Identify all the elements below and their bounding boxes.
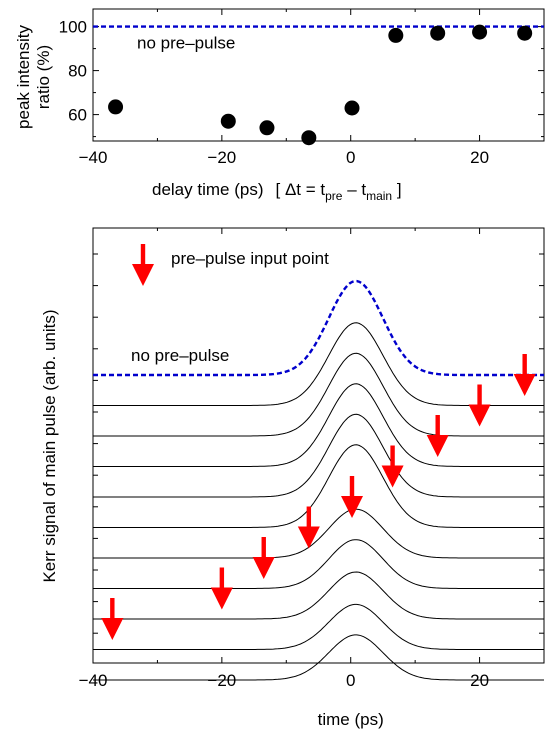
- kerr-trace: [93, 571, 544, 620]
- top-data-point: [388, 27, 404, 43]
- kerr-trace: [93, 352, 544, 437]
- top-y-axis-label-line1: peak intensity: [14, 25, 33, 129]
- bottom-traces: [93, 322, 544, 681]
- top-data-point: [430, 25, 446, 41]
- kerr-trace: [93, 634, 544, 681]
- equation-delta-t: Δt = t: [285, 180, 325, 199]
- top-data-points: [108, 24, 533, 146]
- top-plot-frame: [92, 8, 545, 142]
- bottom-plot-frame: [92, 227, 545, 664]
- kerr-trace: [93, 508, 544, 559]
- top-reference-label: no pre–pulse: [137, 34, 235, 53]
- top-y-tick-label: 60: [68, 106, 87, 125]
- top-ticks: −40 −20 0 20 60 80 100: [59, 9, 545, 167]
- legend-arrow-icon: [132, 244, 154, 286]
- top-x-axis-label: delay time (ps) [ Δt = tpre – tmain ]: [152, 180, 402, 203]
- top-x-tick-label: 0: [346, 148, 355, 167]
- prepulse-arrow-icon: [381, 445, 404, 488]
- kerr-trace: [93, 383, 544, 467]
- legend-label: pre–pulse input point: [171, 249, 329, 268]
- equation-open: [: [275, 180, 284, 199]
- prepulse-arrow-icon: [297, 506, 320, 549]
- top-y-tick-label: 100: [59, 18, 87, 37]
- bottom-reference-trace: [93, 279, 544, 377]
- bottom-chart: −40 −20 0 20 no pre–pulse pre–pulse input p…: [40, 227, 545, 729]
- top-data-point: [259, 120, 275, 136]
- top-chart: −40 −20 0 20 60 80 100 no pre–pulse peak inten…: [14, 8, 545, 203]
- top-data-point: [108, 99, 124, 115]
- equation-close: ]: [392, 180, 401, 199]
- bottom-ticks: −40 −20 0 20: [79, 228, 545, 690]
- prepulse-arrows: [101, 354, 536, 640]
- top-data-point: [301, 130, 317, 146]
- top-y-axis-label-line2: ratio (%): [34, 45, 53, 109]
- prepulse-arrow-icon: [513, 354, 536, 396]
- top-x-tick-label: −20: [207, 148, 236, 167]
- top-data-point: [344, 100, 360, 116]
- top-x-tick-label: −40: [79, 148, 108, 167]
- kerr-trace: [93, 603, 544, 650]
- prepulse-arrow-icon: [210, 567, 233, 610]
- top-data-point: [472, 24, 488, 40]
- kerr-trace: [93, 413, 544, 498]
- equation-minus: – t: [342, 180, 366, 199]
- equation-main-subscript: main: [366, 189, 392, 203]
- bottom-y-axis-label: Kerr signal of main pulse (arb. units): [40, 309, 59, 582]
- prepulse-arrow-icon: [252, 537, 275, 579]
- prepulse-arrow-icon: [426, 415, 449, 457]
- top-data-point: [517, 25, 533, 41]
- equation-pre-subscript: pre: [325, 189, 343, 203]
- bottom-x-tick-label: 0: [346, 671, 355, 690]
- top-x-axis-label-text: delay time (ps): [152, 180, 263, 199]
- bottom-reference-label: no pre–pulse: [131, 346, 229, 365]
- bottom-x-axis-label: time (ps): [318, 710, 384, 729]
- top-data-point: [220, 113, 236, 129]
- top-y-tick-label: 80: [68, 62, 87, 81]
- prepulse-arrow-icon: [101, 598, 124, 640]
- kerr-trace: [93, 539, 544, 589]
- top-x-tick-label: 20: [470, 148, 489, 167]
- kerr-trace: [93, 444, 544, 528]
- kerr-trace: [93, 322, 544, 406]
- prepulse-arrow-icon: [341, 476, 364, 518]
- prepulse-arrow-icon: [468, 384, 491, 427]
